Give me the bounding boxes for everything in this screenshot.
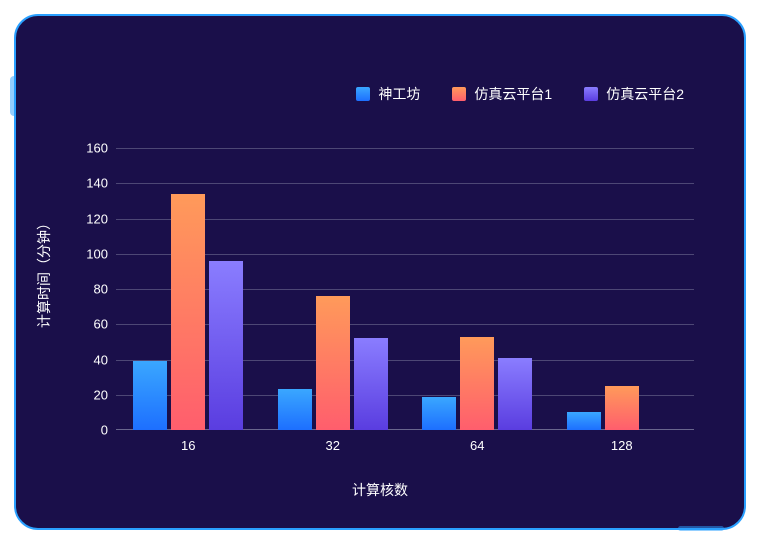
bar xyxy=(171,194,205,430)
bar xyxy=(567,412,601,430)
y-tick-label: 100 xyxy=(86,246,116,261)
y-tick-label: 40 xyxy=(94,352,116,367)
bar xyxy=(498,358,532,430)
y-tick-label: 0 xyxy=(101,423,116,438)
bar xyxy=(605,386,639,430)
legend-item-0: 神工坊 xyxy=(356,84,420,104)
bar xyxy=(354,338,388,430)
x-axis-title: 计算核数 xyxy=(36,480,724,500)
panel-accent-left xyxy=(10,76,16,116)
bar xyxy=(278,389,312,430)
y-tick-label: 60 xyxy=(94,317,116,332)
gridline xyxy=(116,148,694,149)
y-tick-label: 120 xyxy=(86,211,116,226)
legend-item-1: 仿真云平台1 xyxy=(452,84,552,104)
x-tick-label: 64 xyxy=(470,430,484,453)
gridline xyxy=(116,183,694,184)
legend-swatch-2 xyxy=(584,87,598,101)
x-tick-label: 16 xyxy=(181,430,195,453)
bar xyxy=(422,397,456,430)
plot-area: 020406080100120140160163264128 xyxy=(116,148,694,430)
y-tick-label: 20 xyxy=(94,387,116,402)
legend-label-2: 仿真云平台2 xyxy=(606,84,684,104)
y-tick-label: 80 xyxy=(94,282,116,297)
bar xyxy=(460,337,494,430)
legend-label-1: 仿真云平台1 xyxy=(474,84,552,104)
chart-panel: 神工坊仿真云平台1仿真云平台2 计算时间（分钟） 020406080100120… xyxy=(14,14,746,530)
legend-swatch-1 xyxy=(452,87,466,101)
y-tick-label: 140 xyxy=(86,176,116,191)
bar xyxy=(209,261,243,430)
bar xyxy=(133,361,167,430)
x-tick-label: 128 xyxy=(611,430,633,453)
y-axis-title: 计算时间（分钟） xyxy=(34,216,54,328)
bar xyxy=(316,296,350,430)
x-tick-label: 32 xyxy=(326,430,340,453)
legend-item-2: 仿真云平台2 xyxy=(584,84,684,104)
legend: 神工坊 仿真云平台1 仿真云平台2 xyxy=(36,84,684,104)
panel-accent-bottom xyxy=(678,526,724,531)
y-tick-label: 160 xyxy=(86,141,116,156)
legend-label-0: 神工坊 xyxy=(378,84,420,104)
legend-swatch-0 xyxy=(356,87,370,101)
chart-area: 神工坊仿真云平台1仿真云平台2 计算时间（分钟） 020406080100120… xyxy=(36,36,724,508)
